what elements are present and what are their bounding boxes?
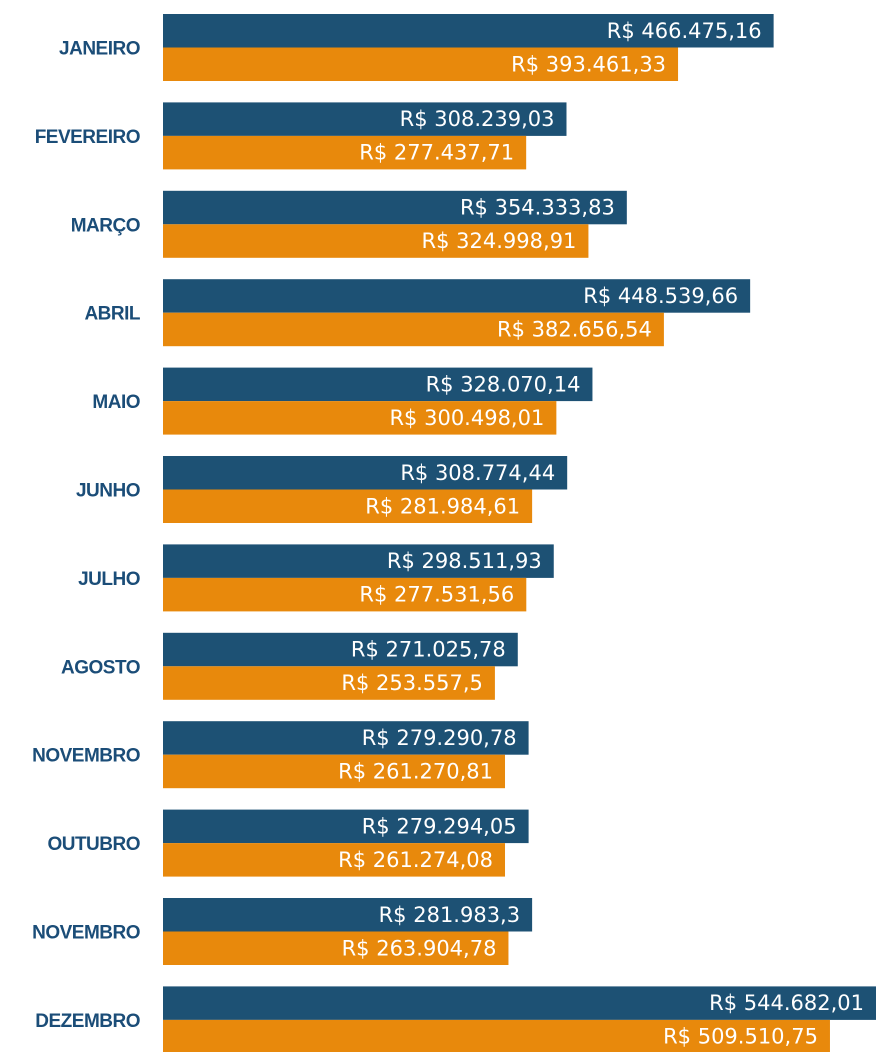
value-label: R$ 261.270,81 [338,759,493,783]
category-label: NOVEMBRO [32,923,140,944]
value-label: R$ 281.983,3 [379,903,521,927]
bar [163,312,664,347]
bar [163,401,557,435]
value-label: R$ 279.290,78 [362,726,517,750]
value-label: R$ 544.682,01 [709,991,864,1015]
value-label: R$ 263.904,78 [342,936,497,960]
bar [163,721,529,755]
category-label: DEZEMBRO [35,1011,140,1032]
value-label: R$ 261.274,08 [338,848,493,872]
bar [163,666,495,700]
bar [163,1019,830,1052]
value-label: R$ 448.539,66 [583,284,738,308]
bar [163,224,589,258]
category-label: JULHO [78,569,140,590]
bar [163,367,593,402]
value-label: R$ 308.774,44 [400,461,555,485]
bar [163,14,774,48]
value-label: R$ 328.070,14 [426,372,581,396]
value-label: R$ 466.475,16 [607,19,762,43]
bar [163,279,751,313]
bar [163,898,533,932]
bar [163,47,679,81]
value-label: R$ 509.510,75 [663,1025,818,1049]
bar [163,986,876,1020]
bar [163,931,509,965]
category-label: MAIO [92,392,140,413]
category-label: MARÇO [71,215,140,236]
bar [163,544,554,578]
bar [163,577,527,612]
value-label: R$ 279.294,05 [362,814,517,838]
bar [163,135,527,170]
category-label: NOVEMBRO [32,746,140,767]
value-label: R$ 393.461,33 [511,52,666,76]
category-label: JUNHO [76,481,140,502]
bar [163,754,506,789]
value-label: R$ 281.984,61 [365,494,520,518]
bar [163,632,518,667]
bar [163,843,506,877]
value-label: R$ 271.025,78 [351,638,506,662]
value-label: R$ 300.498,01 [389,406,544,430]
bar [163,456,568,490]
value-label: R$ 298.511,93 [387,549,542,573]
bar [163,809,529,844]
value-label: R$ 253.557,5 [341,671,483,695]
bar [163,190,627,225]
bar [163,102,567,136]
value-label: R$ 382.656,54 [497,317,652,341]
value-label: R$ 308.239,03 [400,107,555,131]
bar [163,489,533,523]
value-label: R$ 277.437,71 [359,141,514,165]
value-label: R$ 354.333,83 [460,196,615,220]
category-label: AGOSTO [61,657,140,678]
category-label: FEVEREIRO [35,127,140,148]
category-label: JANEIRO [59,39,140,60]
value-label: R$ 324.998,91 [422,229,577,253]
category-label: OUTUBRO [47,834,140,855]
value-label: R$ 277.531,56 [359,583,514,607]
category-label: ABRIL [84,304,140,325]
